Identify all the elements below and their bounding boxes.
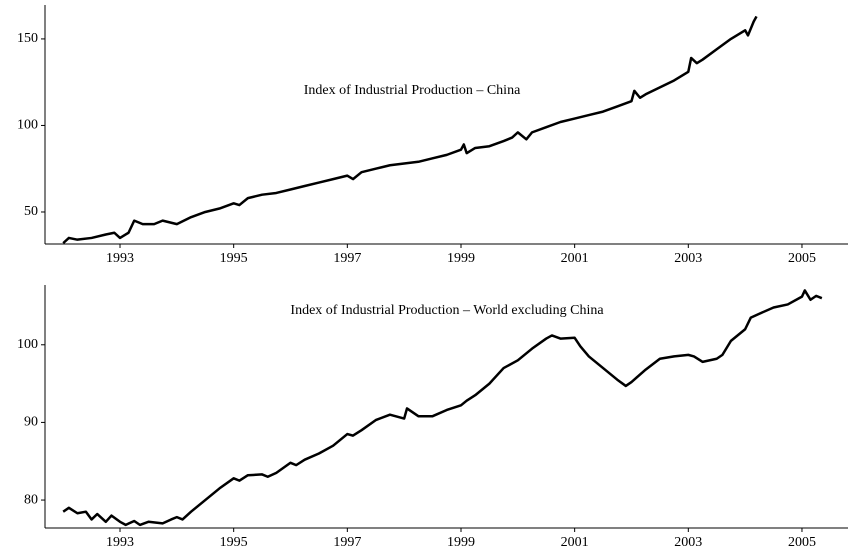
y-tick-label: 100: [17, 337, 38, 352]
y-tick-label: 150: [17, 31, 38, 46]
x-tick-label: 1993: [106, 535, 134, 550]
y-tick-label: 100: [17, 118, 38, 133]
x-tick-label: 1999: [447, 535, 475, 550]
annotation: Index of Industrial Production – World e…: [290, 303, 604, 318]
x-tick-label: 2005: [788, 251, 816, 266]
x-tick-label: 2003: [674, 535, 702, 550]
data-line: [62, 15, 758, 245]
data-line: [62, 289, 823, 527]
x-tick-label: 2005: [788, 535, 816, 550]
x-tick-label: 1997: [333, 535, 361, 550]
y-tick-label: 90: [24, 415, 38, 430]
x-tick-label: 1995: [220, 535, 248, 550]
y-tick-label: 80: [24, 492, 38, 507]
x-tick-label: 1993: [106, 251, 134, 266]
y-tick-label: 50: [24, 204, 38, 219]
x-tick-label: 2001: [561, 251, 589, 266]
x-tick-label: 1995: [220, 251, 248, 266]
x-tick-label: 2003: [674, 251, 702, 266]
x-tick-label: 2001: [561, 535, 589, 550]
x-tick-label: 1999: [447, 251, 475, 266]
x-tick-label: 1997: [333, 251, 361, 266]
annotation: Index of Industrial Production – China: [304, 83, 521, 98]
